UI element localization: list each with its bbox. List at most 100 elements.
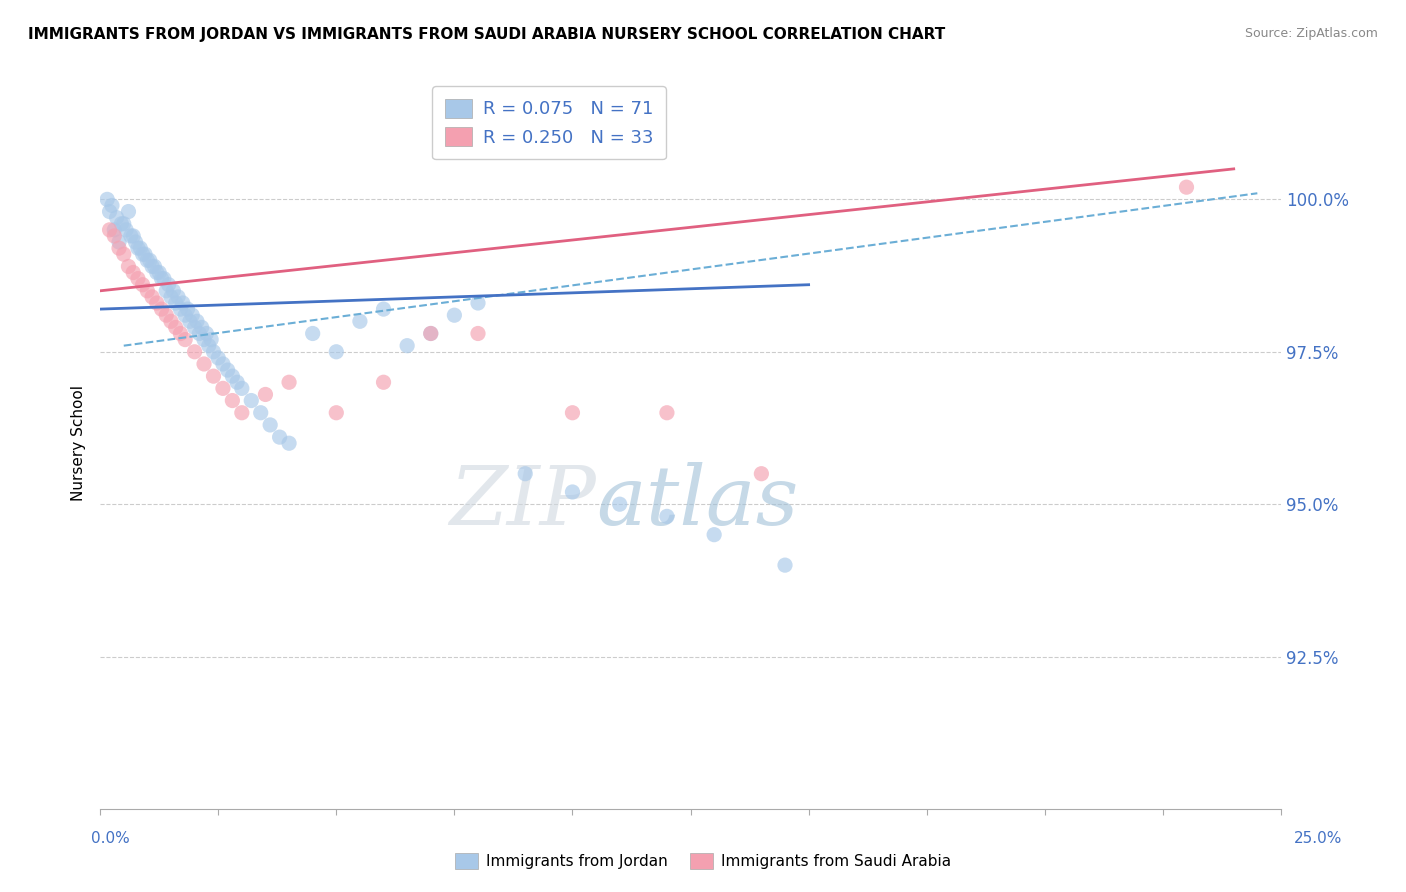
Point bbox=[703, 527, 725, 541]
Point bbox=[419, 326, 441, 341]
Point bbox=[278, 376, 301, 390]
Point bbox=[146, 266, 169, 280]
Point bbox=[200, 333, 222, 347]
Point bbox=[655, 406, 678, 420]
Point bbox=[202, 369, 225, 384]
Point bbox=[141, 260, 163, 274]
Point bbox=[231, 381, 253, 395]
Point bbox=[167, 290, 190, 304]
Point bbox=[467, 326, 489, 341]
Point bbox=[169, 326, 191, 341]
Point bbox=[197, 339, 219, 353]
Point bbox=[349, 314, 371, 328]
Point bbox=[112, 217, 135, 231]
Point bbox=[467, 296, 489, 310]
Point bbox=[443, 308, 465, 322]
Point bbox=[202, 344, 225, 359]
Point bbox=[249, 406, 271, 420]
Point bbox=[181, 308, 204, 322]
Point bbox=[165, 296, 187, 310]
Point bbox=[221, 393, 243, 408]
Point bbox=[108, 235, 131, 249]
Point bbox=[655, 509, 678, 524]
Point bbox=[174, 308, 197, 322]
Legend: R = 0.075   N = 71, R = 0.250   N = 33: R = 0.075 N = 71, R = 0.250 N = 33 bbox=[432, 87, 665, 160]
Point bbox=[515, 467, 537, 481]
Point bbox=[98, 223, 121, 237]
Text: 0.0%: 0.0% bbox=[91, 831, 131, 846]
Point bbox=[176, 302, 198, 317]
Point bbox=[396, 339, 419, 353]
Point bbox=[160, 314, 183, 328]
Point bbox=[124, 235, 146, 249]
Text: Source: ZipAtlas.com: Source: ZipAtlas.com bbox=[1244, 27, 1378, 40]
Point bbox=[141, 290, 163, 304]
Point bbox=[188, 326, 211, 341]
Point bbox=[157, 277, 180, 292]
Point bbox=[138, 253, 160, 268]
Point bbox=[254, 387, 277, 401]
Point bbox=[110, 217, 132, 231]
Point bbox=[190, 320, 212, 334]
Point bbox=[195, 326, 218, 341]
Point bbox=[259, 417, 281, 432]
Point bbox=[217, 363, 239, 377]
Y-axis label: Nursery School: Nursery School bbox=[72, 385, 86, 501]
Point bbox=[165, 320, 187, 334]
Point bbox=[278, 436, 301, 450]
Point bbox=[131, 247, 153, 261]
Point bbox=[301, 326, 323, 341]
Point bbox=[160, 290, 183, 304]
Point bbox=[155, 308, 177, 322]
Point bbox=[193, 357, 215, 371]
Point bbox=[136, 253, 159, 268]
Point bbox=[127, 241, 149, 255]
Point bbox=[122, 266, 145, 280]
Point bbox=[108, 241, 131, 255]
Point bbox=[212, 357, 235, 371]
Point bbox=[146, 296, 169, 310]
Point bbox=[105, 211, 128, 225]
Point bbox=[150, 271, 173, 285]
Point bbox=[148, 266, 170, 280]
Point bbox=[162, 284, 184, 298]
Point bbox=[134, 247, 156, 261]
Point bbox=[179, 314, 201, 328]
Text: atlas: atlas bbox=[596, 462, 799, 541]
Point bbox=[117, 204, 139, 219]
Point bbox=[193, 333, 215, 347]
Point bbox=[751, 467, 773, 481]
Point bbox=[153, 271, 176, 285]
Point bbox=[1175, 180, 1198, 194]
Point bbox=[419, 326, 441, 341]
Point bbox=[115, 223, 138, 237]
Point bbox=[561, 406, 583, 420]
Point bbox=[155, 284, 177, 298]
Point bbox=[169, 302, 191, 317]
Point bbox=[609, 497, 631, 511]
Point bbox=[103, 229, 125, 244]
Point bbox=[122, 229, 145, 244]
Point bbox=[112, 247, 135, 261]
Point bbox=[101, 198, 124, 212]
Point bbox=[186, 314, 208, 328]
Point bbox=[226, 376, 249, 390]
Text: ZIP: ZIP bbox=[449, 462, 596, 541]
Point bbox=[150, 302, 173, 317]
Point bbox=[174, 333, 197, 347]
Point bbox=[269, 430, 291, 444]
Point bbox=[773, 558, 796, 573]
Point bbox=[325, 344, 347, 359]
Point bbox=[373, 302, 395, 317]
Point bbox=[373, 376, 395, 390]
Point bbox=[129, 241, 152, 255]
Point bbox=[325, 406, 347, 420]
Point bbox=[136, 284, 159, 298]
Legend: Immigrants from Jordan, Immigrants from Saudi Arabia: Immigrants from Jordan, Immigrants from … bbox=[449, 847, 957, 875]
Point bbox=[231, 406, 253, 420]
Point bbox=[143, 260, 166, 274]
Point bbox=[561, 485, 583, 500]
Point bbox=[183, 320, 205, 334]
Point bbox=[183, 344, 205, 359]
Text: 25.0%: 25.0% bbox=[1295, 831, 1343, 846]
